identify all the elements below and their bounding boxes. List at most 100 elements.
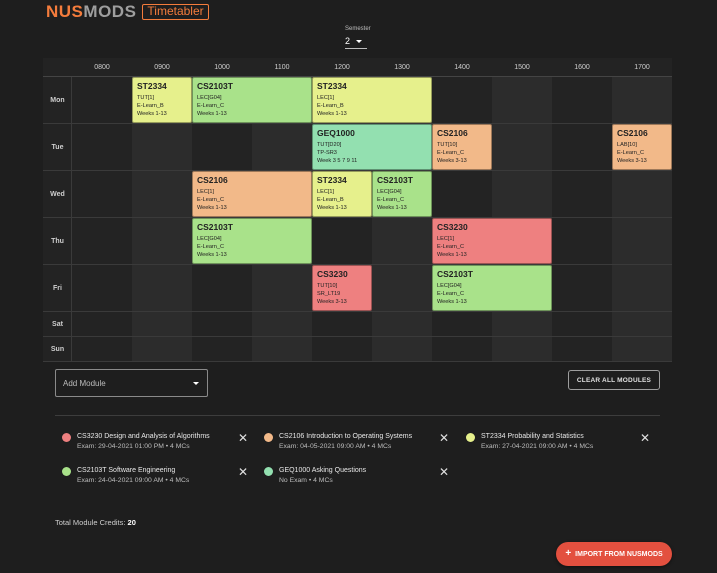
lesson-type: LEC[G04] bbox=[197, 95, 222, 101]
lesson-code: ST2334 bbox=[317, 81, 347, 91]
module-title[interactable]: ST2334 Probability and Statistics bbox=[481, 433, 584, 440]
lesson-card[interactable]: CS2103T LEC[G04] E-Learn_C Weeks 1-13 bbox=[372, 171, 432, 217]
remove-module-close-icon[interactable]: ✕ bbox=[237, 465, 249, 479]
module-color-dot[interactable] bbox=[62, 467, 71, 476]
remove-module-close-icon[interactable]: ✕ bbox=[438, 465, 450, 479]
lesson-card[interactable]: CS2106 LAB[10] E-Learn_C Weeks 3-13 bbox=[612, 124, 672, 170]
total-credits-value: 20 bbox=[127, 518, 136, 527]
lesson-weeks: Weeks 1-13 bbox=[377, 205, 407, 211]
lesson-card[interactable]: CS2106 LEC[1] E-Learn_C Weeks 1-13 bbox=[192, 171, 312, 217]
lesson-card[interactable]: ST2334 LEC[1] E-Learn_B Weeks 1-13 bbox=[312, 77, 432, 123]
add-module-select[interactable]: Add Module bbox=[55, 369, 208, 397]
module-title[interactable]: CS3230 Design and Analysis of Algorithms bbox=[77, 433, 210, 440]
lesson-code: CS2106 bbox=[617, 128, 648, 138]
logo-nus-text: NUS bbox=[46, 2, 84, 21]
lesson-type: TUT[10] bbox=[437, 142, 458, 148]
lesson-code: ST2334 bbox=[137, 81, 167, 91]
lesson-weeks: Weeks 3-13 bbox=[317, 299, 347, 305]
module-item: GEQ1000 Asking Questions No Exam • 4 MCs bbox=[264, 466, 449, 486]
module-color-dot[interactable] bbox=[62, 433, 71, 442]
app-logo[interactable]: NUS MODS Timetabler bbox=[46, 2, 209, 21]
lesson-card[interactable]: CS2103T LEC[G04] E-Learn_C Weeks 1-13 bbox=[192, 218, 312, 264]
module-color-dot[interactable] bbox=[264, 433, 273, 442]
module-text: CS3230 Design and Analysis of Algorithms… bbox=[77, 432, 247, 452]
lesson-card[interactable]: CS2106 TUT[10] E-Learn_C Weeks 3-13 bbox=[432, 124, 492, 170]
module-item: CS3230 Design and Analysis of Algorithms… bbox=[62, 432, 247, 452]
clear-all-modules-button[interactable]: CLEAR ALL MODULES bbox=[568, 370, 660, 390]
lesson-weeks: Weeks 1-13 bbox=[437, 299, 467, 305]
lesson-code: ST2334 bbox=[317, 175, 347, 185]
row-divider bbox=[43, 264, 672, 265]
lesson-venue: E-Learn_B bbox=[137, 103, 164, 109]
lesson-type: LEC[1] bbox=[317, 189, 335, 195]
lesson-venue: E-Learn_C bbox=[377, 197, 405, 203]
day-label: Tue bbox=[51, 144, 64, 151]
lesson-type: LEC[1] bbox=[437, 236, 455, 242]
module-color-dot[interactable] bbox=[466, 433, 475, 442]
lesson-code: CS2103T bbox=[437, 269, 473, 279]
lesson-code: GEQ1000 bbox=[317, 128, 355, 138]
lesson-card[interactable]: ST2334 TUT[1] E-Learn_B Weeks 1-13 bbox=[132, 77, 192, 123]
module-title[interactable]: CS2103T Software Engineering bbox=[77, 467, 176, 474]
lesson-card[interactable]: ST2334 LEC[1] E-Learn_B Weeks 1-13 bbox=[312, 171, 372, 217]
lesson-venue: SR_LT19 bbox=[317, 291, 341, 297]
module-color-dot[interactable] bbox=[264, 467, 273, 476]
lesson-type: LEC[1] bbox=[197, 189, 215, 195]
lesson-card[interactable]: CS3230 TUT[10] SR_LT19 Weeks 3-13 bbox=[312, 265, 372, 311]
semester-select[interactable]: 2 bbox=[345, 36, 367, 49]
lesson-venue: E-Learn_B bbox=[317, 103, 344, 109]
module-title[interactable]: GEQ1000 Asking Questions bbox=[279, 467, 367, 474]
lesson-weeks: Weeks 1-13 bbox=[137, 111, 167, 117]
chevron-down-icon bbox=[356, 39, 363, 43]
row-divider bbox=[43, 123, 672, 124]
day-label: Mon bbox=[50, 97, 65, 104]
semester-value: 2 bbox=[345, 36, 351, 46]
import-from-nusmods-button[interactable]: + IMPORT FROM NUSMODS bbox=[556, 542, 672, 566]
remove-module-close-icon[interactable]: ✕ bbox=[438, 431, 450, 445]
hour-label: 1500 bbox=[514, 64, 530, 71]
remove-module-close-icon[interactable]: ✕ bbox=[237, 431, 249, 445]
day-label: Sun bbox=[50, 346, 65, 353]
lesson-card[interactable]: CS3230 LEC[1] E-Learn_C Weeks 1-13 bbox=[432, 218, 552, 264]
hour-label: 1000 bbox=[214, 64, 230, 71]
lesson-venue: E-Learn_C bbox=[437, 150, 465, 156]
lesson-weeks: Weeks 1-13 bbox=[317, 111, 347, 117]
lesson-card[interactable]: CS2103T LEC[G04] E-Learn_C Weeks 1-13 bbox=[192, 77, 312, 123]
day-label: Fri bbox=[53, 285, 62, 292]
hour-label: 1300 bbox=[394, 64, 410, 71]
module-text: GEQ1000 Asking Questions No Exam • 4 MCs bbox=[279, 466, 449, 486]
lesson-venue: E-Learn_C bbox=[197, 103, 225, 109]
row-divider bbox=[43, 217, 672, 218]
lesson-venue: E-Learn_C bbox=[197, 197, 225, 203]
import-button-label: IMPORT FROM NUSMODS bbox=[575, 550, 663, 558]
lesson-type: LEC[G04] bbox=[437, 283, 462, 289]
lesson-code: CS2103T bbox=[197, 81, 233, 91]
remove-module-close-icon[interactable]: ✕ bbox=[639, 431, 651, 445]
module-item: CS2103T Software Engineering Exam: 24-04-… bbox=[62, 466, 247, 486]
chevron-down-icon bbox=[193, 381, 199, 385]
header-divider bbox=[43, 76, 672, 77]
lesson-code: CS2106 bbox=[437, 128, 468, 138]
total-credits: Total Module Credits: 20 bbox=[55, 518, 136, 527]
divider bbox=[55, 415, 660, 416]
lesson-type: LEC[1] bbox=[317, 95, 335, 101]
lesson-weeks: Weeks 3-13 bbox=[437, 158, 467, 164]
module-title[interactable]: CS2106 Introduction to Operating Systems bbox=[279, 433, 413, 440]
lesson-venue: E-Learn_C bbox=[437, 291, 465, 297]
logo-mods-text: MODS bbox=[83, 2, 137, 21]
lesson-code: CS3230 bbox=[317, 269, 348, 279]
lesson-weeks: Weeks 3-13 bbox=[617, 158, 647, 164]
row-divider bbox=[43, 336, 672, 337]
row-divider bbox=[43, 170, 672, 171]
column-stripe bbox=[612, 77, 672, 362]
lesson-weeks: Weeks 1-13 bbox=[197, 205, 227, 211]
day-label: Sat bbox=[52, 321, 63, 328]
lesson-code: CS2103T bbox=[197, 222, 233, 232]
lesson-type: LEC[G04] bbox=[377, 189, 402, 195]
lesson-venue: E-Learn_C bbox=[617, 150, 645, 156]
semester-label: Semester bbox=[345, 26, 371, 32]
lesson-card[interactable]: GEQ1000 TUT[D20] TP-SR3 Week 3 5 7 9 11 bbox=[312, 124, 432, 170]
module-text: ST2334 Probability and Statistics Exam: 2… bbox=[481, 432, 651, 452]
hour-label: 1600 bbox=[574, 64, 590, 71]
lesson-card[interactable]: CS2103T LEC[G04] E-Learn_C Weeks 1-13 bbox=[432, 265, 552, 311]
